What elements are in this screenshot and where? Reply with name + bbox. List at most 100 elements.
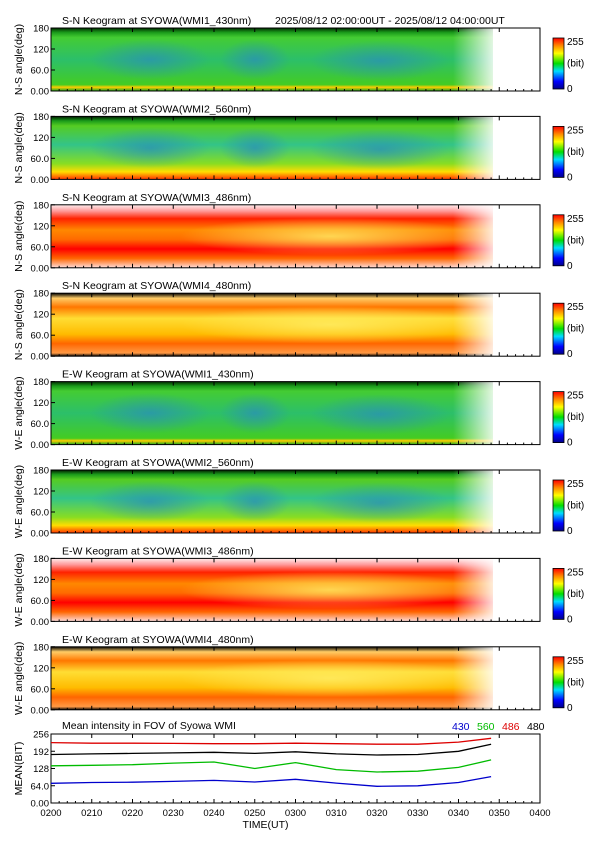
y-tick-label: 60.0 bbox=[31, 242, 50, 253]
x-axis-label: TIME(UT) bbox=[242, 819, 288, 831]
keogram-panel: S-N Keogram at SYOWA(WMI3_486nm) 180 120 60… bbox=[13, 192, 584, 274]
keogram-feature bbox=[90, 39, 210, 80]
colorbar-unit-label: (bit) bbox=[567, 324, 584, 335]
panel-title: E-W Keogram at SYOWA(WMI1_430nm) bbox=[62, 369, 254, 381]
keogram-panel: E-W Keogram at SYOWA(WMI4_480nm) 180 120 60… bbox=[13, 634, 584, 717]
y-axis-label: MEAN(BIT) bbox=[13, 742, 25, 796]
colorbar-unit-label: (bit) bbox=[567, 59, 584, 70]
mean-intensity-chart: Mean intensity in FOV of Syowa WMI 430 560… bbox=[13, 720, 551, 831]
keogram-panel: S-N Keogram at SYOWA(WMI1_430nm) 2025/08/… bbox=[13, 15, 584, 98]
chart-title: Mean intensity in FOV of Syowa WMI bbox=[62, 720, 236, 732]
series-line-430 bbox=[50, 775, 492, 787]
y-tick-label: 0.00 bbox=[31, 529, 50, 540]
y-tick-label: 60.0 bbox=[31, 66, 50, 77]
keogram-edge-fade bbox=[453, 28, 493, 91]
colorbar bbox=[552, 568, 565, 620]
colorbar-min-label: 0 bbox=[567, 261, 573, 272]
keogram-edge-fade bbox=[453, 558, 493, 622]
panel-title: S-N Keogram at SYOWA(WMI3_486nm) bbox=[62, 192, 251, 204]
y-tick-label: 60.0 bbox=[31, 684, 50, 695]
colorbar-min-label: 0 bbox=[567, 84, 573, 95]
colorbar-unit-label: (bit) bbox=[567, 677, 584, 688]
x-tick-label: 0240 bbox=[203, 808, 224, 819]
x-tick-label: 0230 bbox=[163, 808, 184, 819]
series-line-560 bbox=[50, 759, 492, 773]
y-tick-label: 120 bbox=[33, 398, 49, 409]
colorbar bbox=[552, 214, 565, 267]
colorbar bbox=[552, 37, 565, 90]
colorbar bbox=[552, 479, 565, 532]
y-tick-label: 120 bbox=[33, 575, 49, 586]
colorbar bbox=[552, 391, 565, 444]
y-tick-label: 180 bbox=[33, 642, 49, 653]
keogram-panel: S-N Keogram at SYOWA(WMI2_560nm) 180 120 60… bbox=[13, 103, 584, 185]
y-tick-label: 180 bbox=[33, 289, 49, 300]
y-axis-label: W-E angle(deg) bbox=[13, 465, 25, 538]
y-tick-label: 60.0 bbox=[31, 154, 50, 165]
colorbar bbox=[552, 656, 565, 709]
keogram-feature bbox=[90, 392, 210, 434]
x-tick-label: 0200 bbox=[40, 808, 61, 819]
keogram-feature bbox=[180, 217, 480, 256]
legend-entry: 486 bbox=[502, 721, 520, 733]
y-tick-label: 0.00 bbox=[31, 87, 50, 98]
colorbar-unit-label: (bit) bbox=[567, 235, 584, 246]
y-tick-label: 0.00 bbox=[31, 440, 50, 451]
x-tick-label: 0350 bbox=[489, 808, 510, 819]
colorbar-max-label: 255 bbox=[567, 302, 584, 313]
keogram-feature bbox=[90, 127, 210, 169]
panel-title: S-N Keogram at SYOWA(WMI1_430nm) bbox=[62, 15, 251, 27]
y-tick-label: 60.0 bbox=[31, 331, 50, 342]
y-axis-label: N-S angle(deg) bbox=[13, 289, 25, 360]
colorbar-min-label: 0 bbox=[567, 703, 573, 714]
colorbar-unit-label: (bit) bbox=[567, 589, 584, 600]
keogram-feature bbox=[310, 482, 450, 523]
colorbar-max-label: 255 bbox=[567, 214, 584, 225]
colorbar bbox=[552, 126, 565, 178]
panel-title: E-W Keogram at SYOWA(WMI4_480nm) bbox=[62, 634, 254, 646]
y-axis-label: W-E angle(deg) bbox=[13, 553, 25, 626]
panel-title: S-N Keogram at SYOWA(WMI2_560nm) bbox=[62, 103, 251, 115]
y-tick-label: 180 bbox=[33, 112, 49, 123]
chart-frame bbox=[50, 733, 541, 804]
y-tick-label: 0.00 bbox=[31, 263, 50, 274]
keogram-edge-fade bbox=[453, 470, 493, 533]
y-tick-label: 120 bbox=[33, 663, 49, 674]
colorbar-max-label: 255 bbox=[567, 656, 584, 667]
keogram-feature bbox=[220, 392, 290, 434]
y-tick-label: 180 bbox=[33, 554, 49, 565]
x-tick-label: 0310 bbox=[326, 808, 347, 819]
y-tick-label: 0.00 bbox=[31, 705, 50, 716]
panel-title: E-W Keogram at SYOWA(WMI3_486nm) bbox=[62, 545, 254, 557]
y-tick-label: 0.00 bbox=[31, 175, 50, 186]
y-tick-label: 60.0 bbox=[31, 596, 50, 607]
colorbar-min-label: 0 bbox=[567, 349, 573, 360]
y-tick-label: 60.0 bbox=[31, 508, 50, 519]
keogram-feature bbox=[220, 39, 290, 80]
keogram-feature bbox=[310, 40, 450, 81]
keogram-feature bbox=[90, 481, 210, 522]
colorbar-unit-label: (bit) bbox=[567, 412, 584, 423]
keogram-panel: S-N Keogram at SYOWA(WMI4_480nm) 180 120 60… bbox=[13, 280, 584, 363]
y-tick-label: 120 bbox=[33, 310, 49, 321]
y-tick-label: 180 bbox=[33, 24, 49, 35]
series-line-480 bbox=[50, 743, 492, 756]
y-axis-label: N-S angle(deg) bbox=[13, 112, 25, 183]
y-tick-label: 120 bbox=[33, 133, 49, 144]
x-tick-label: 0340 bbox=[448, 808, 469, 819]
y-tick-label: 120 bbox=[33, 221, 49, 232]
legend-entry: 430 bbox=[452, 721, 470, 733]
x-tick-label: 0210 bbox=[81, 808, 102, 819]
colorbar-min-label: 0 bbox=[567, 614, 573, 625]
x-tick-label: 0330 bbox=[407, 808, 428, 819]
y-tick-label: 0.00 bbox=[31, 617, 50, 628]
x-tick-label: 0250 bbox=[244, 808, 265, 819]
keogram-edge-fade bbox=[453, 293, 493, 357]
y-tick-label: 192 bbox=[33, 747, 49, 758]
panel-title: S-N Keogram at SYOWA(WMI4_480nm) bbox=[62, 280, 251, 292]
y-tick-label: 180 bbox=[33, 466, 49, 477]
panel-title: E-W Keogram at SYOWA(WMI2_560nm) bbox=[62, 457, 254, 469]
y-tick-label: 60.0 bbox=[31, 419, 50, 430]
keogram-feature bbox=[310, 394, 450, 435]
